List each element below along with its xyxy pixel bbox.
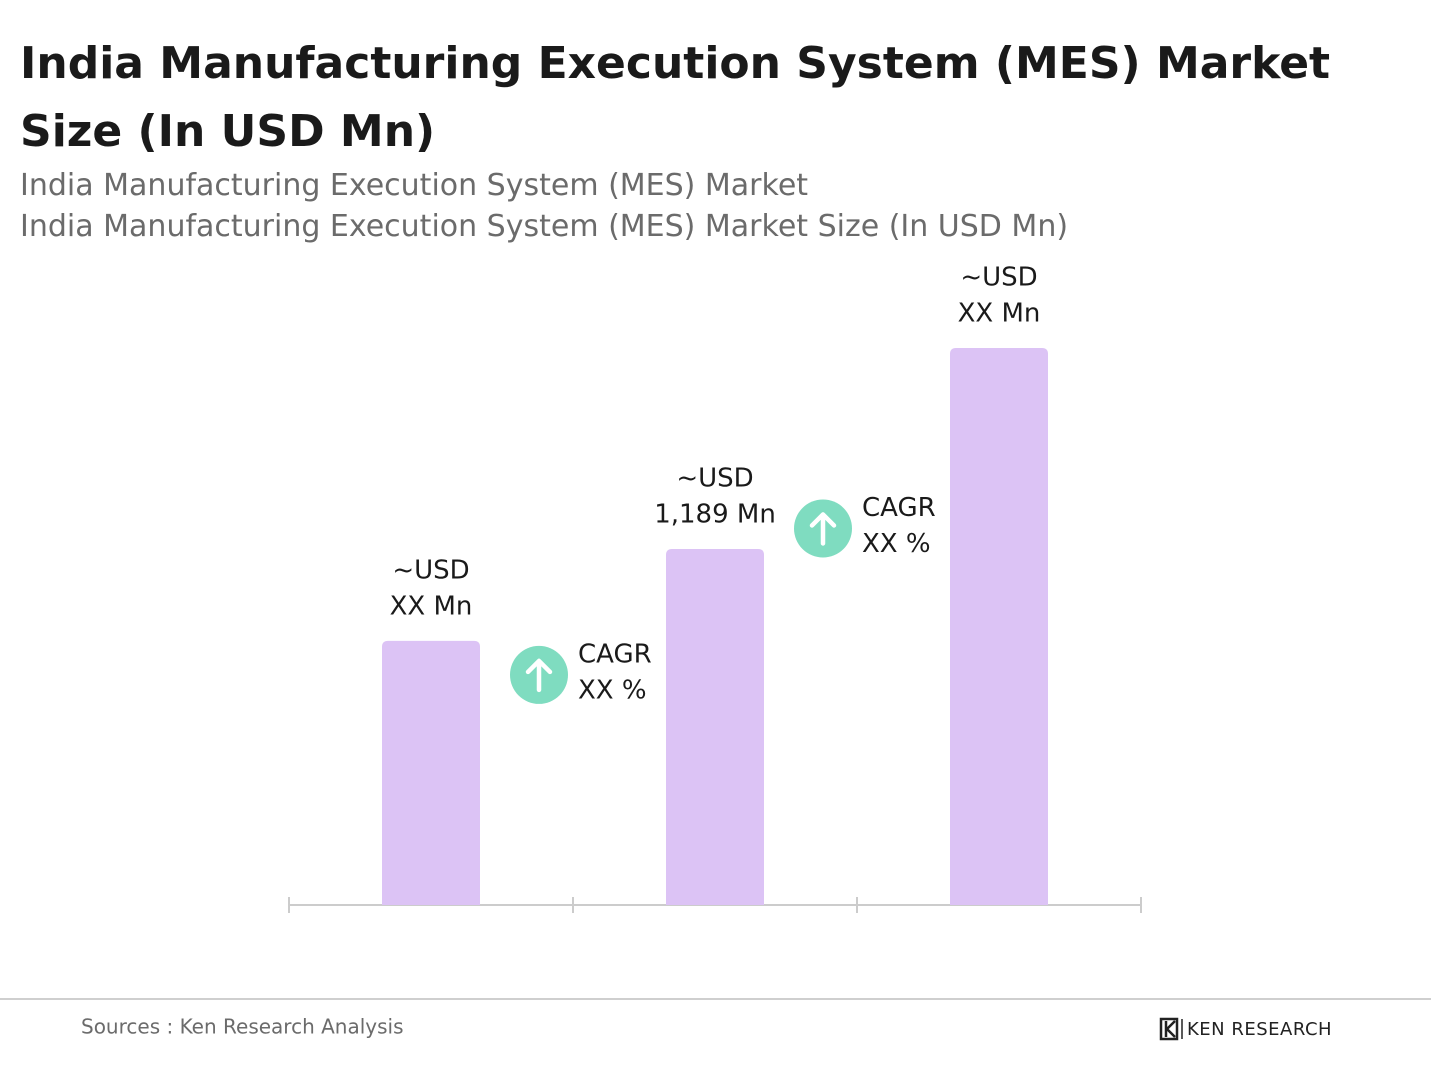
subtitle: India Manufacturing Execution System (ME…	[20, 168, 809, 203]
bar	[382, 640, 480, 905]
logo-icon	[1159, 1017, 1183, 1041]
subtitle: India Manufacturing Execution System (ME…	[20, 209, 1069, 244]
chart-title: India Manufacturing Execution System (ME…	[20, 38, 1331, 157]
data-label: XX Mn	[958, 299, 1041, 329]
data-label: ~USD	[392, 555, 469, 585]
data-label: 1,189 Mn	[654, 499, 776, 529]
bar	[950, 348, 1048, 905]
cagr-value: XX %	[862, 529, 931, 559]
data-label: XX Mn	[390, 591, 473, 621]
source: Sources : Ken Research Analysis	[81, 1015, 404, 1039]
data-label: ~USD	[676, 463, 753, 493]
cagr-title: CAGR	[862, 493, 936, 523]
cagr-title: CAGR	[578, 639, 652, 669]
bar	[666, 548, 764, 905]
cagr-value: XX %	[578, 675, 647, 705]
logo: KEN RESEARCH	[1187, 1019, 1332, 1040]
cagr-arrow	[809, 512, 837, 546]
data-label: ~USD	[960, 263, 1037, 293]
cagr-arrow	[525, 658, 553, 693]
